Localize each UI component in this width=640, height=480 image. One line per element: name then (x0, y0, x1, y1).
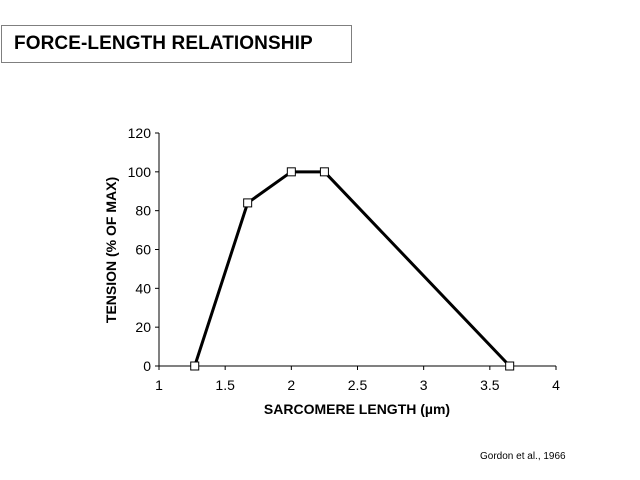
y-tick-label: 0 (143, 358, 151, 374)
x-tick-label: 1.5 (215, 377, 235, 393)
data-point-marker (505, 361, 515, 371)
x-tick-label: 2.5 (348, 377, 368, 393)
slide-title: FORCE-LENGTH RELATIONSHIP (14, 33, 313, 54)
y-axis-label: TENSION (% OF MAX) (103, 177, 119, 323)
x-tick-label: 1 (155, 377, 163, 393)
x-tick-label: 3 (420, 377, 428, 393)
y-tick-label: 100 (128, 164, 152, 180)
series-line (193, 170, 511, 368)
slide-title-box: FORCE-LENGTH RELATIONSHIP (1, 25, 352, 63)
x-tick-label: 4 (552, 377, 560, 393)
chart-series (190, 167, 515, 371)
y-tick-label: 60 (135, 242, 151, 258)
y-tick-label: 80 (135, 203, 151, 219)
citation-text: Gordon et al., 1966 (480, 451, 566, 462)
x-tick-label: 3.5 (480, 377, 500, 393)
y-tick-label: 20 (135, 319, 151, 335)
y-tick-label: 40 (135, 280, 151, 296)
data-point-marker (319, 167, 329, 177)
chart-axes: 0 20 40 60 80 100 120 1 1.5 2 2.5 3 3.5 4 (128, 125, 560, 393)
data-point-marker (286, 167, 296, 177)
y-tick-label: 120 (128, 125, 152, 141)
x-axis-label: SARCOMERE LENGTH (µm) (264, 401, 450, 417)
x-tick-label: 2 (287, 377, 295, 393)
data-point-marker (243, 198, 253, 208)
data-point-marker (190, 361, 200, 371)
